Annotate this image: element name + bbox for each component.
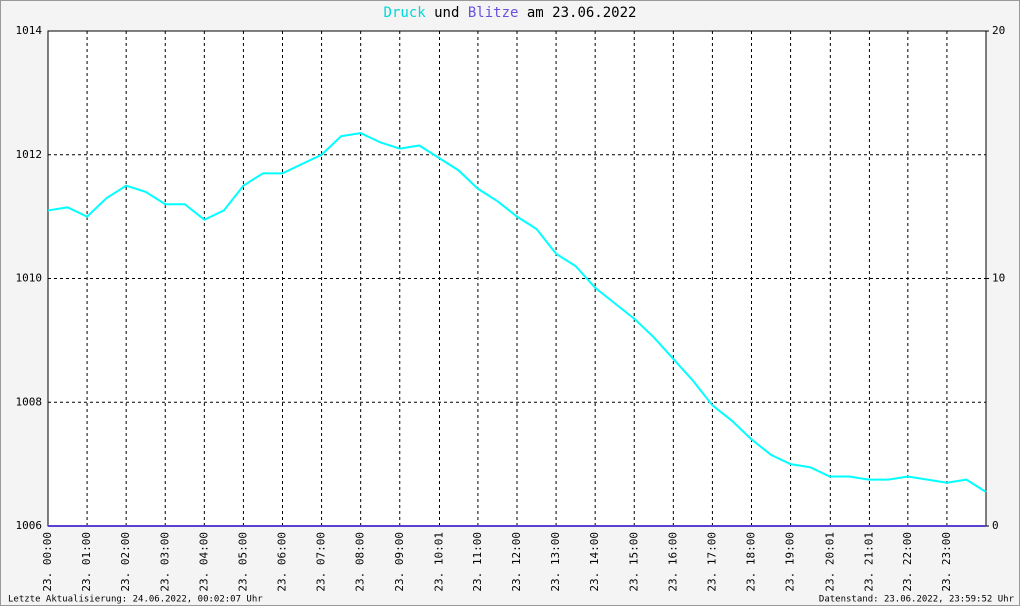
data-line: [47, 132, 987, 493]
x-tick-label: 23. 10:01: [432, 532, 445, 592]
y2-tick-label: 20: [992, 24, 1005, 37]
x-tick-label: 23. 04:00: [197, 532, 210, 592]
x-tick-label: 23. 16:00: [666, 532, 679, 592]
x-tick-label: 23. 12:00: [510, 532, 523, 592]
footer-left: Letzte Aktualisierung: 24.06.2022, 00:02…: [8, 595, 263, 605]
y-tick-label: 1014: [16, 24, 43, 37]
x-tick-label: 23. 13:00: [549, 532, 562, 592]
x-tick-label: 23. 22:00: [901, 532, 914, 592]
title-part: Druck: [384, 5, 427, 21]
title-part: am 23.06.2022: [527, 5, 637, 21]
footer-right: Datenstand: 23.06.2022, 23:59:52 Uhr: [819, 595, 1015, 605]
y-tick-label: 1008: [16, 395, 43, 408]
x-tick-label: 23. 07:00: [315, 532, 328, 592]
x-tick-label: 23. 20:01: [823, 532, 836, 592]
x-tick-label: 23. 15:00: [627, 532, 640, 592]
x-tick-label: 23. 05:00: [236, 532, 249, 592]
y2-tick-label: 10: [992, 272, 1005, 285]
x-tick-label: 23. 01:00: [80, 532, 93, 592]
title-part: Blitze: [468, 5, 519, 21]
y-tick-label: 1010: [16, 272, 43, 285]
x-tick-label: 23. 09:00: [393, 532, 406, 592]
x-tick-label: 23. 03:00: [158, 532, 171, 592]
x-tick-label: 23. 17:00: [705, 532, 718, 592]
x-tick-label: 23. 18:00: [745, 532, 758, 592]
x-tick-label: 23. 19:00: [784, 532, 797, 592]
x-tick-label: 23. 21:01: [862, 532, 875, 592]
x-tick-label: 23. 00:00: [41, 532, 54, 592]
title-part: und: [434, 5, 459, 21]
y-tick-label: 1006: [16, 519, 43, 532]
x-tick-label: 23. 08:00: [354, 532, 367, 592]
x-tick-label: 23. 02:00: [119, 532, 132, 592]
x-tick-label: 23. 06:00: [276, 532, 289, 592]
y-tick-label: 1012: [16, 148, 43, 161]
y2-tick-label: 0: [992, 519, 999, 532]
x-tick-label: 23. 11:00: [471, 532, 484, 592]
chart-title: Druck und Blitze am 23.06.2022: [384, 5, 637, 21]
x-tick-label: 23. 23:00: [940, 532, 953, 592]
x-tick-label: 23. 14:00: [588, 532, 601, 592]
